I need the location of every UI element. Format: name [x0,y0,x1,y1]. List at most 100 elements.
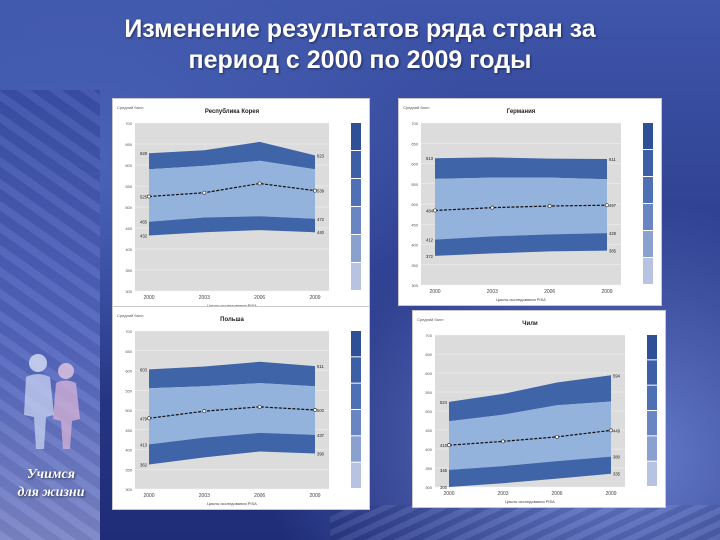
data-label: 472 [317,217,325,222]
mean-point [447,443,451,448]
data-label: 385 [609,249,617,254]
y-axis-label: Средний балл [117,313,144,318]
slide-title: Изменение результатов ряда стран за пери… [0,14,720,76]
data-label: 410 [440,443,448,448]
y-tick-label: 400 [425,447,432,452]
level-bar-segment [351,462,361,488]
band-middle [435,177,607,240]
level-bar-segment [647,411,657,436]
x-tick-label: 2006 [254,295,265,301]
level-bar-segment [643,231,653,257]
data-label: 437 [317,433,325,438]
chart-panel-chile: 300 350 400 450 500 550 600 650 700 2000 2003 2006 2… [412,310,666,508]
x-tick-label: 2003 [199,493,210,499]
level-bar-segment [351,263,361,290]
motto-line-1: Учимся [27,467,75,482]
chart-panel-germany: 300 350 400 450 500 550 600 650 700 2000 2003 2006 2… [398,98,662,306]
level-bar-segment [647,461,657,486]
y-tick-label: 400 [411,243,418,248]
mean-line [148,182,316,198]
level-bar-segment [643,123,653,149]
level-bar-segment [351,151,361,178]
data-label: 432 [140,234,148,239]
y-tick-label: 650 [411,141,418,146]
x-axis-label: Циклы исследования PISA [207,501,257,506]
y-tick-label: 300 [125,289,132,294]
x-tick-label: 2003 [497,491,508,497]
motto-line-2: для жизни [17,485,85,500]
x-tick-label: 2000 [429,289,440,295]
data-label: 465 [140,220,148,225]
data-label: 539 [317,189,325,194]
x-tick-label: 2000 [443,491,454,497]
y-tick-label: 450 [125,428,132,433]
level-bar-segment [643,258,653,284]
chart-title: Германия [507,109,536,115]
x-tick-label: 2009 [309,493,320,499]
band-top [435,157,607,180]
chart-title: Польша [220,317,244,323]
motto-text: Учимся для жизни [6,466,96,502]
y-tick-label: 400 [125,448,132,453]
x-tick-label: 2000 [143,295,154,301]
level-bar-segment [351,235,361,262]
slide-title-line-1: Изменение результатов ряда стран за [124,15,596,43]
y-tick-label: 500 [411,202,418,207]
x-tick-label: 2006 [551,491,562,497]
data-label: 603 [140,367,148,372]
y-tick-label: 600 [125,163,132,168]
mean-point [257,404,262,409]
band-top [449,375,611,422]
y-tick-label: 550 [425,390,432,395]
data-label: 611 [609,157,616,162]
y-tick-label: 300 [425,485,432,490]
data-label: 594 [613,373,621,378]
y-axis-label: Средний балл [117,105,144,110]
y-tick-label: 650 [425,352,432,357]
y-tick-label: 600 [125,369,132,374]
data-label: 380 [613,455,621,460]
data-label: 613 [426,156,434,161]
data-label: 611 [317,364,324,369]
x-tick-label: 2009 [605,491,616,497]
band-bottom [149,432,315,465]
chart-panel-poland: 300 350 400 450 500 550 600 650 700 2000 2003 2006 2… [112,306,370,510]
data-label: 484 [426,208,434,213]
chart-chile: 300 350 400 450 500 550 600 650 700 2000 2003 2006 2… [417,317,657,504]
level-bar-segment [643,204,653,230]
x-tick-label: 2003 [487,289,498,295]
y-tick-label: 350 [125,467,132,472]
y-tick-label: 700 [125,121,132,126]
y-axis-label: Средний балл [403,105,430,110]
data-label: 628 [140,151,148,156]
y-tick-label: 350 [411,263,418,268]
x-axis-label: Циклы исследования PISA [496,297,546,302]
data-label: 525 [140,195,148,200]
level-bar-segment [647,360,657,385]
mean-point [313,188,317,193]
band-middle [149,160,315,222]
x-tick-label: 2006 [544,289,555,295]
y-tick-label: 300 [125,487,132,492]
chart-germany: 300 350 400 450 500 550 600 650 700 2000 2003 2006 2… [403,105,653,302]
y-tick-label: 700 [411,121,418,126]
level-bar-segment [647,385,657,410]
data-label: 412 [426,238,434,243]
data-label: 440 [317,230,325,235]
band-bottom [149,216,315,236]
data-label: 300 [440,485,448,490]
level-bar-segment [647,436,657,461]
data-label: 372 [426,254,434,259]
mean-point [147,416,151,421]
y-axis-label: Средний балл [417,317,444,322]
mean-point [147,194,151,199]
x-tick-label: 2000 [143,493,154,499]
data-label: 428 [609,231,617,236]
x-tick-label: 2003 [199,295,210,301]
x-tick-label: 2009 [601,289,612,295]
chart-title: Чили [522,321,538,327]
chart-title: Республика Корея [205,108,260,115]
y-tick-label: 350 [125,268,132,273]
level-bar-segment [643,177,653,203]
mean-point [609,428,613,433]
